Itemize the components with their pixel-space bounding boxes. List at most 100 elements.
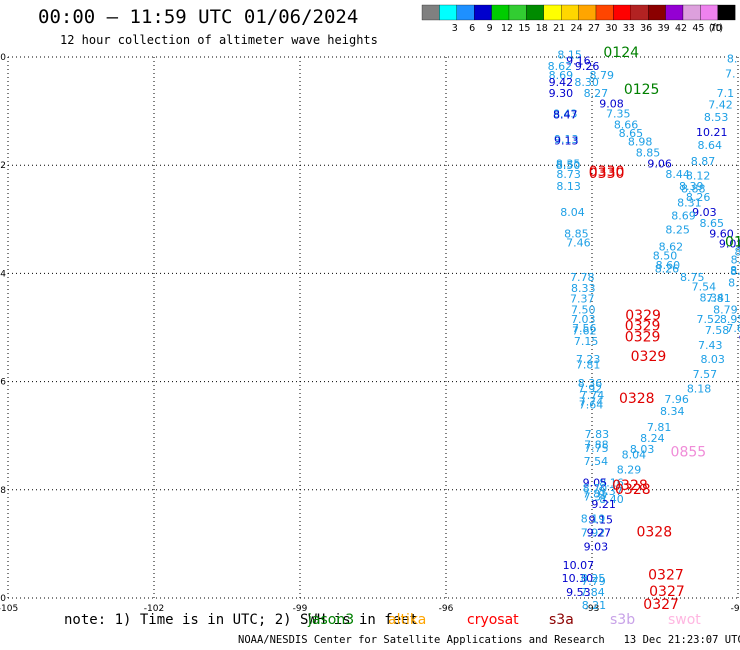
wave-height-label: 8.24 bbox=[730, 265, 740, 278]
wave-height-label: 9.21 bbox=[591, 498, 616, 511]
wave-height-label: 9. bbox=[739, 333, 740, 346]
wave-height-label: 8.15 bbox=[728, 276, 740, 289]
wave-height-label: 7. bbox=[725, 68, 736, 81]
wave-height-label: 8.70 bbox=[583, 482, 608, 495]
wave-height-label: 8.40 bbox=[599, 493, 624, 506]
wave-height-label: 8.75 bbox=[731, 254, 740, 267]
wave-height-label: 8.53 bbox=[704, 111, 729, 124]
wave-height-label: 7.6 bbox=[726, 322, 740, 335]
wave-height-label: 8.66 bbox=[614, 118, 639, 131]
wave-height-label: 8.60 bbox=[730, 264, 740, 277]
wave-height-label: 8.73 bbox=[556, 168, 581, 181]
wave-height-label: 8.69 bbox=[671, 209, 696, 222]
wave-height-label: 9.03 bbox=[692, 206, 717, 219]
pass-time-label: 0329 bbox=[631, 349, 667, 365]
wave-height-label: 7.81 bbox=[647, 421, 672, 434]
wave-height-label: 9.15 bbox=[589, 513, 614, 526]
wave-height-label: 8.04 bbox=[622, 448, 647, 461]
y-tick-label: -48 bbox=[0, 486, 6, 496]
colorbar-tick-label: 33 bbox=[623, 23, 635, 34]
wave-height-label: 8.16 bbox=[599, 477, 624, 490]
wave-height-label: 8.62 bbox=[548, 60, 573, 73]
wave-height-label: 8.15 bbox=[557, 49, 582, 62]
wave-height-label: 7.74 bbox=[580, 389, 605, 402]
wave-height-label: 7.75 bbox=[584, 442, 609, 455]
wave-height-label: 7.74 bbox=[579, 395, 604, 408]
pass-time-label: 0125 bbox=[624, 82, 660, 98]
wave-height-label: 8.34 bbox=[660, 405, 685, 418]
y-tick-label: -46 bbox=[0, 378, 6, 388]
satellite-legend-item: s3a bbox=[549, 612, 574, 628]
x-tick-label: -102 bbox=[144, 604, 164, 614]
wave-height-label: 8.29 bbox=[617, 464, 642, 477]
wave-height-label: 7.50 bbox=[571, 303, 596, 316]
wave-height-label: 8.13 bbox=[556, 180, 581, 193]
wave-height-label: 8.75 bbox=[680, 271, 705, 284]
colorbar-tick-label: 45 bbox=[692, 23, 704, 34]
colorbar-tick-label: 15 bbox=[518, 23, 530, 34]
wave-height-label: 9.42 bbox=[549, 76, 574, 89]
wave-height-label: 9.08 bbox=[599, 97, 624, 110]
wave-height-label: 8.62 bbox=[659, 241, 684, 254]
wave-height-label: 9.27 bbox=[587, 526, 612, 539]
satellite-legend-item: cryosat bbox=[467, 612, 519, 628]
wave-height-label: 9.60 bbox=[709, 228, 734, 241]
wave-height-label: 8.85 bbox=[564, 228, 589, 241]
wave-height-label: 8.65 bbox=[699, 217, 724, 230]
wave-height-label: 7.03 bbox=[571, 313, 596, 326]
wave-height-label: 7.78 bbox=[570, 271, 595, 284]
wave-height-label: 8. bbox=[727, 52, 738, 65]
wave-height-label: 8.30 bbox=[574, 76, 599, 89]
wave-height-label: 7.96 bbox=[664, 393, 689, 406]
wave-height-label: 8.65 bbox=[619, 127, 644, 140]
page-subtitle: 12 hour collection of altimeter wave hei… bbox=[60, 33, 378, 47]
y-tick-label: -42 bbox=[0, 161, 6, 171]
footer-credit: NOAA/NESDIS Center for Satellite Applica… bbox=[238, 634, 740, 646]
pass-time-label: 0328 bbox=[619, 391, 655, 407]
pass-time-label: 0327 bbox=[649, 584, 685, 600]
wave-height-label: 7.83 bbox=[585, 428, 610, 441]
x-tick-label: -90 bbox=[731, 604, 740, 614]
wave-height-label: 7.46 bbox=[566, 236, 591, 249]
satellite-legend-item: swot bbox=[668, 612, 701, 628]
wave-height-label: 8.19 bbox=[581, 512, 606, 525]
wave-height-label: 9.13 bbox=[554, 135, 579, 148]
wave-height-label: 7.1 bbox=[717, 87, 735, 100]
wave-height-label: 7.35 bbox=[606, 108, 631, 121]
wave-height-label: 8.39 bbox=[679, 180, 704, 193]
colorbar-tick-label: 42 bbox=[675, 23, 687, 34]
wave-height-label: 8.64 bbox=[698, 139, 723, 152]
wave-height-label: 7.37 bbox=[584, 491, 609, 504]
colorbar-tick-label: 30 bbox=[605, 23, 617, 34]
colorbar: 3 6 9 12 15 18 21 24 27 30 33 36 39 42 45 70(ft) bbox=[421, 4, 736, 34]
wave-height-label: 7.15 bbox=[574, 335, 599, 348]
wave-height-label: 8.60 bbox=[656, 259, 681, 272]
colorbar-tick-label: 70 bbox=[710, 23, 722, 34]
page-title: 00:00 – 11:59 UTC 01/06/2024 bbox=[38, 6, 359, 28]
wave-height-label: 8.88 bbox=[681, 182, 706, 195]
pass-time-label: 0330 bbox=[589, 164, 625, 180]
wave-height-label: 9.03 bbox=[584, 540, 609, 553]
wave-height-label: 8.35 bbox=[556, 157, 581, 170]
wave-height-label: 8.33 bbox=[571, 282, 596, 295]
pass-time-label: 0124 bbox=[603, 45, 639, 61]
wave-height-label: 8.95 bbox=[720, 313, 740, 326]
pass-time-label: 0328 bbox=[636, 524, 672, 540]
wave-height-label: 8.50 bbox=[653, 249, 678, 262]
wave-height-label: 8.98 bbox=[628, 136, 653, 149]
wave-height-label: 7.81 bbox=[583, 487, 608, 500]
wave-height-label: 9.01 bbox=[719, 237, 740, 250]
wave-height-label: 7.56 bbox=[572, 322, 597, 335]
colorbar-tick-label: 18 bbox=[536, 23, 548, 34]
pass-time-label: 0329 bbox=[625, 308, 661, 324]
wave-height-label: 8.79 bbox=[713, 303, 738, 316]
wave-height-label: 8.21 bbox=[582, 599, 607, 612]
wave-height-label: 8.79 bbox=[589, 69, 614, 82]
colorbar-tick-label: 9 bbox=[487, 23, 493, 34]
wave-height-label: 10.21 bbox=[696, 126, 728, 139]
wave-height-label: 8.43 bbox=[553, 108, 578, 121]
pass-time-label: 0328 bbox=[615, 482, 651, 498]
wave-height-label: 7.84 bbox=[580, 586, 605, 599]
wave-height-label: 7.37 bbox=[570, 293, 595, 306]
wave-height-label: 8.25 bbox=[665, 223, 690, 236]
